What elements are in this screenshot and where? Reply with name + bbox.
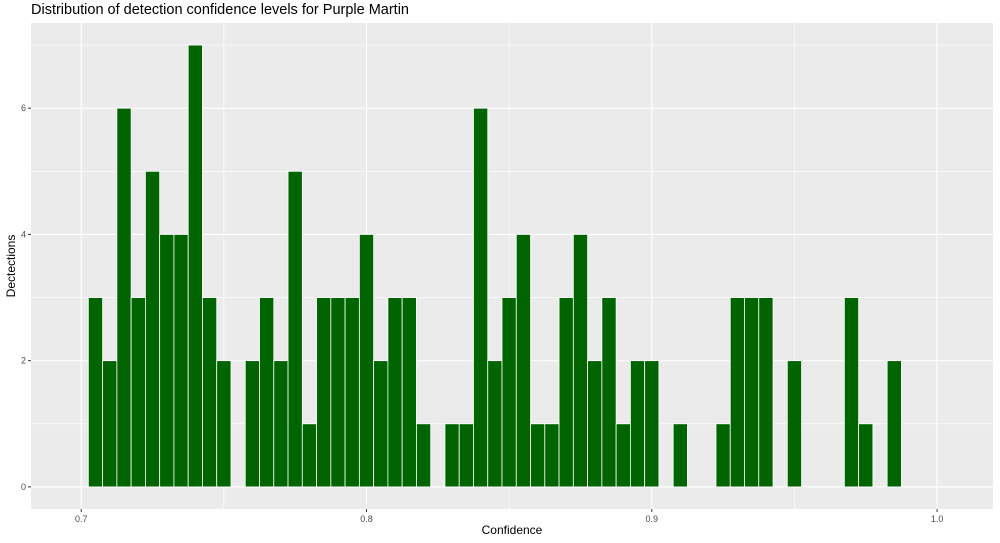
histogram-bar: [401, 297, 417, 488]
histogram-bar: [758, 297, 774, 488]
histogram-bar: [301, 423, 317, 488]
histogram-bar: [473, 107, 489, 488]
histogram-bar: [786, 360, 802, 488]
histogram-bar: [729, 297, 745, 488]
histogram-bar: [130, 297, 146, 488]
histogram-bar: [159, 234, 175, 488]
histogram-bar: [601, 297, 617, 488]
histogram-bar: [330, 297, 346, 488]
histogram-bar: [629, 360, 646, 488]
histogram-bar: [444, 423, 460, 488]
histogram-bar: [316, 297, 332, 488]
histogram-bar: [358, 234, 375, 488]
axes: 0.7 0.8 0.9 1.0 0 2 4 6: [21, 103, 943, 524]
histogram-bar: [216, 360, 232, 488]
histogram-bar: [145, 170, 161, 488]
x-tick-label: 0.8: [360, 514, 373, 524]
y-tick-label: 4: [21, 229, 26, 239]
histogram-bar: [644, 360, 660, 488]
histogram-bar: [672, 423, 688, 488]
histogram-bar: [487, 360, 503, 488]
chart-title: Distribution of detection confidence lev…: [31, 2, 409, 18]
y-tick-label: 6: [21, 103, 26, 113]
y-tick-label: 0: [21, 482, 26, 492]
x-tick-label: 0.9: [646, 514, 659, 524]
histogram-bar: [458, 423, 474, 488]
histogram-bar: [259, 297, 275, 488]
histogram-bar: [587, 360, 603, 488]
y-tick-label: 2: [21, 356, 26, 366]
histogram-bar: [273, 360, 289, 488]
histogram-bar: [715, 423, 731, 488]
histogram-bar: [501, 297, 517, 488]
histogram-bar: [287, 170, 303, 488]
histogram-bar: [615, 423, 631, 488]
histogram-bar: [116, 107, 132, 488]
histogram-bar: [173, 234, 189, 488]
histogram-bar: [544, 423, 560, 488]
histogram-bar: [387, 297, 403, 488]
histogram-bar: [244, 360, 260, 488]
histogram-bar: [558, 297, 574, 488]
histogram-bar: [843, 297, 860, 488]
histogram-bar: [530, 423, 546, 488]
histogram-bar: [515, 234, 531, 488]
y-axis-title: Dectections: [4, 235, 18, 298]
histogram-bar: [744, 297, 760, 488]
histogram-bar: [572, 234, 589, 488]
histogram-bar: [202, 297, 218, 488]
histogram-bar: [886, 360, 902, 488]
histogram-bar: [344, 297, 360, 488]
histogram-bar: [373, 360, 389, 488]
histogram-bar: [416, 423, 432, 488]
x-tick-label: 1.0: [931, 514, 944, 524]
x-tick-label: 0.7: [75, 514, 88, 524]
histogram-bar: [187, 44, 203, 488]
histogram-bar: [858, 423, 874, 488]
bars: [87, 44, 902, 488]
histogram-bar: [102, 360, 118, 488]
x-axis-title: Confidence: [482, 523, 543, 537]
histogram-bar: [87, 297, 104, 488]
